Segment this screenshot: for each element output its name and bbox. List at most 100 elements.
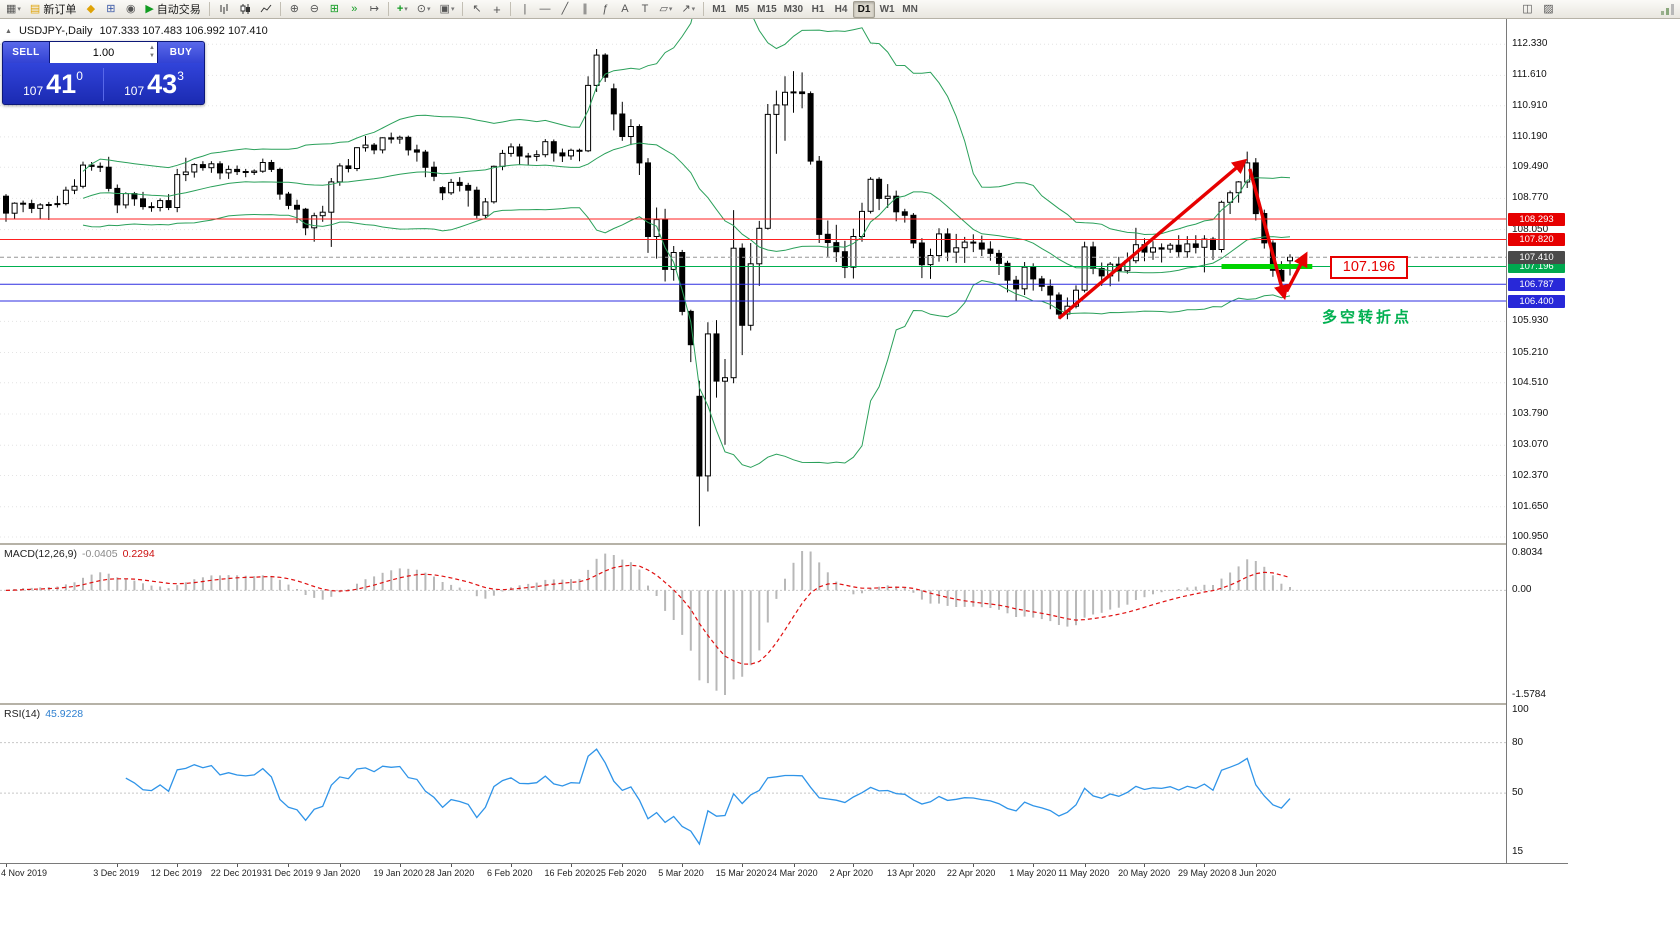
price-tick-label: 108.050 [1512, 223, 1549, 235]
macd-scale-label: 0.00 [1512, 584, 1532, 596]
date-tick-label: 4 Nov 2019 [1, 868, 48, 878]
price-tick-label: 109.490 [1512, 161, 1549, 173]
tile-windows-button[interactable]: ⊞ [325, 1, 344, 18]
alerts-button[interactable]: ◉ [121, 1, 140, 18]
charts-grid-icon: ⊞ [106, 2, 116, 15]
timeframe-mn[interactable]: MN [902, 3, 918, 15]
sell-price[interactable]: 107 41 0 [3, 63, 103, 104]
shapes-tool-button[interactable]: ▱ ▾ [655, 1, 676, 18]
timeframe-m5[interactable]: M5 [735, 3, 750, 15]
new-chart-button[interactable]: ▦ ▾ [2, 1, 25, 18]
toolbar-separator [208, 2, 210, 16]
stepper-up-icon[interactable]: ▲ [149, 45, 155, 51]
zoom-out-button[interactable]: ⊖ [305, 1, 324, 18]
fibonacci-tool-button[interactable]: ƒ [595, 1, 614, 18]
date-tick-label: 22 Dec 2019 [210, 868, 262, 878]
panel-separator[interactable] [0, 703, 1568, 705]
volume-input[interactable]: 1.00 ▲ ▼ [49, 42, 158, 63]
stepper-down-icon[interactable]: ▼ [149, 53, 155, 59]
chart-title: ▲ USDJPY-,Daily 107.333 107.483 106.992 … [5, 25, 268, 37]
timeframe-m1[interactable]: M1 [712, 3, 727, 15]
chart-window[interactable]: ▲ USDJPY-,Daily 107.333 107.483 106.992 … [0, 19, 1506, 543]
toolbar-separator [279, 2, 281, 16]
bar-chart-icon [220, 4, 228, 14]
candlestick-chart[interactable] [0, 19, 1506, 543]
rsi-name: RSI(14) [4, 708, 41, 720]
templates-button[interactable]: ▣ ▾ [436, 1, 459, 18]
vertical-line-icon: | [523, 2, 527, 15]
chevron-down-icon: ▾ [450, 6, 455, 13]
rsi-scale-label: 15 [1512, 845, 1524, 857]
price-tick-label: 103.790 [1512, 408, 1549, 420]
label-tool-button[interactable]: T [635, 1, 654, 18]
price-tick-label: 104.510 [1512, 376, 1549, 388]
timeframe-h4[interactable]: H4 [834, 3, 848, 15]
volume-value: 1.00 [92, 46, 115, 59]
text-tool-button[interactable]: A [615, 1, 634, 18]
window-icon: ◫ [1522, 3, 1533, 15]
date-tick-mark [1255, 864, 1257, 867]
toolbar-separator [510, 2, 512, 16]
template-icon: ▣ [439, 2, 450, 15]
chart-shift-button[interactable]: ↦ [365, 1, 384, 18]
macd-panel[interactable]: MACD(12,26,9) -0.0405 0.2294 [0, 545, 1506, 703]
chevron-down-icon: ▾ [668, 6, 673, 13]
date-tick-label: 12 Dec 2019 [150, 868, 202, 878]
trendline-tool-button[interactable]: ╱ [555, 1, 574, 18]
bar-chart-button[interactable] [214, 1, 234, 18]
auto-trading-button[interactable]: ▶ 自动交易 [141, 1, 204, 18]
timeframe-d1[interactable]: D1 [853, 0, 876, 18]
candlestick-icon [240, 4, 250, 14]
sell-price-whole: 107 [23, 84, 44, 98]
collapse-icon[interactable]: ▲ [5, 27, 12, 35]
window-button[interactable]: ◫ [1518, 1, 1537, 18]
edit-button[interactable]: ▨ [1539, 1, 1558, 18]
hline-price-box: 106.400 [1508, 294, 1565, 308]
timeframe-m15[interactable]: M15 [757, 3, 777, 15]
timeframe-h1[interactable]: H1 [811, 3, 825, 15]
price-tick-label: 108.770 [1512, 192, 1549, 204]
sell-button[interactable]: SELL [3, 42, 49, 63]
zoom-out-icon: ⊖ [309, 2, 319, 15]
price-callout-text: 107.196 [1342, 259, 1396, 276]
buy-price[interactable]: 107 43 3 [104, 63, 204, 104]
buy-button[interactable]: BUY [158, 42, 204, 63]
price-callout[interactable]: 107.196 [1330, 255, 1408, 279]
date-tick-mark [1144, 864, 1146, 867]
rsi-value: 45.9228 [45, 708, 84, 720]
vline-tool-button[interactable]: | [515, 1, 534, 18]
date-tick-label: 8 Jun 2020 [1231, 868, 1277, 878]
volume-stepper[interactable]: ▲ ▼ [149, 44, 155, 60]
macd-label: MACD(12,26,9) -0.0405 0.2294 [4, 548, 155, 560]
price-tick-label: 100.950 [1512, 530, 1549, 542]
auto-scroll-button[interactable]: » [345, 1, 364, 18]
new-order-button[interactable]: ▤ 新订单 [26, 1, 80, 18]
panel-separator[interactable] [0, 543, 1568, 545]
price-tick-label: 101.650 [1512, 500, 1549, 512]
date-tick-label: 1 May 2020 [1009, 868, 1057, 878]
charts-grid-button[interactable]: ⊞ [101, 1, 120, 18]
indicators-button[interactable]: + ▾ [393, 1, 412, 18]
date-tick-label: 9 Jan 2020 [315, 868, 361, 878]
arrows-tool-button[interactable]: ↗ ▾ [677, 1, 699, 18]
candlestick-button[interactable] [235, 1, 255, 18]
cursor-button[interactable]: ↖ [467, 1, 486, 18]
crosshair-button[interactable]: + [487, 1, 506, 18]
price-tick-label: 103.070 [1512, 439, 1549, 451]
metaeditor-button[interactable]: ◆ [81, 1, 100, 18]
hline-price-box: 108.293 [1508, 212, 1565, 226]
channel-tool-button[interactable]: ∥ [575, 1, 594, 18]
date-tick-label: 11 May 2020 [1058, 868, 1110, 878]
date-tick-label: 28 Jan 2020 [424, 868, 475, 878]
line-chart-button[interactable] [256, 1, 276, 18]
timeframe-m30[interactable]: M30 [783, 3, 804, 15]
timeframe-w1[interactable]: W1 [879, 3, 895, 15]
hline-tool-button[interactable]: ― [535, 1, 554, 18]
date-tick-mark [742, 864, 744, 867]
date-tick-mark [793, 864, 795, 867]
zoom-in-button[interactable]: ⊕ [285, 1, 304, 18]
price-tick-label: 110.190 [1512, 130, 1548, 142]
periods-button[interactable]: ⊙ ▾ [413, 1, 435, 18]
rsi-scale-label: 80 [1512, 736, 1524, 748]
rsi-panel[interactable]: RSI(14) 45.9228 [0, 705, 1506, 863]
